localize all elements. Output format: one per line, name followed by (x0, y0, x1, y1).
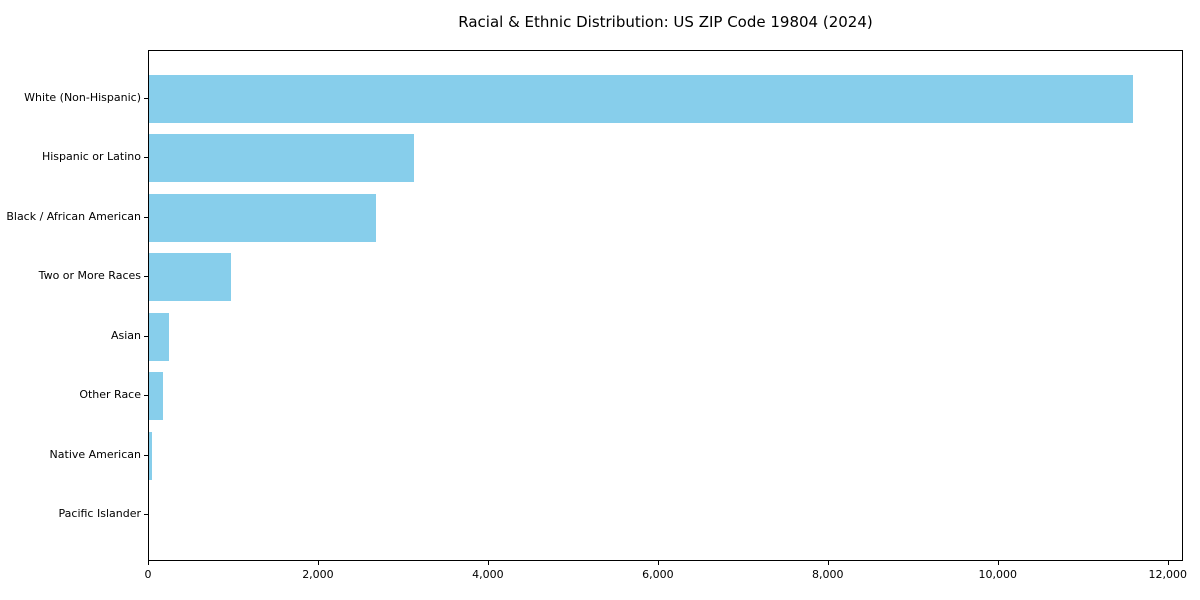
bar (149, 372, 163, 420)
y-tick (144, 335, 148, 337)
x-tick (827, 561, 829, 565)
bar (149, 312, 169, 361)
plot-area (148, 50, 1183, 561)
x-tick (317, 561, 319, 565)
bar (149, 253, 231, 301)
x-tick (148, 561, 149, 565)
y-tick (144, 97, 148, 99)
bar (149, 193, 377, 242)
y-tick-label: Pacific Islander (58, 507, 141, 520)
x-tick (487, 561, 489, 565)
y-tick (144, 216, 148, 218)
y-tick-label: Hispanic or Latino (41, 150, 141, 163)
x-tick-label: 6,000 (642, 568, 674, 581)
y-tick-label: Native American (49, 447, 141, 461)
x-tick-label: 4,000 (472, 568, 504, 581)
y-tick (144, 514, 148, 515)
bar (149, 134, 414, 182)
y-tick-label: Two or More Races (38, 269, 141, 282)
y-tick (144, 454, 148, 456)
y-tick-label: Black / African American (6, 209, 141, 223)
x-tick-label: 8,000 (812, 568, 844, 581)
bar (149, 431, 153, 480)
chart-title: Racial & Ethnic Distribution: US ZIP Cod… (458, 13, 873, 31)
x-tick (1167, 561, 1169, 565)
x-tick (997, 561, 999, 565)
y-tick (144, 276, 148, 277)
x-tick-label: 12,000 (1148, 568, 1187, 581)
y-tick-label: Other Race (79, 388, 141, 401)
x-tick-label: 2,000 (302, 568, 334, 581)
y-tick (144, 395, 148, 396)
x-tick-label: 0 (144, 568, 152, 581)
y-tick-label: White (Non-Hispanic) (24, 90, 141, 104)
x-tick-label: 10,000 (978, 568, 1018, 581)
y-tick (144, 157, 148, 158)
bar (149, 74, 1133, 123)
x-tick (657, 561, 659, 565)
y-tick-label: Asian (110, 328, 141, 342)
